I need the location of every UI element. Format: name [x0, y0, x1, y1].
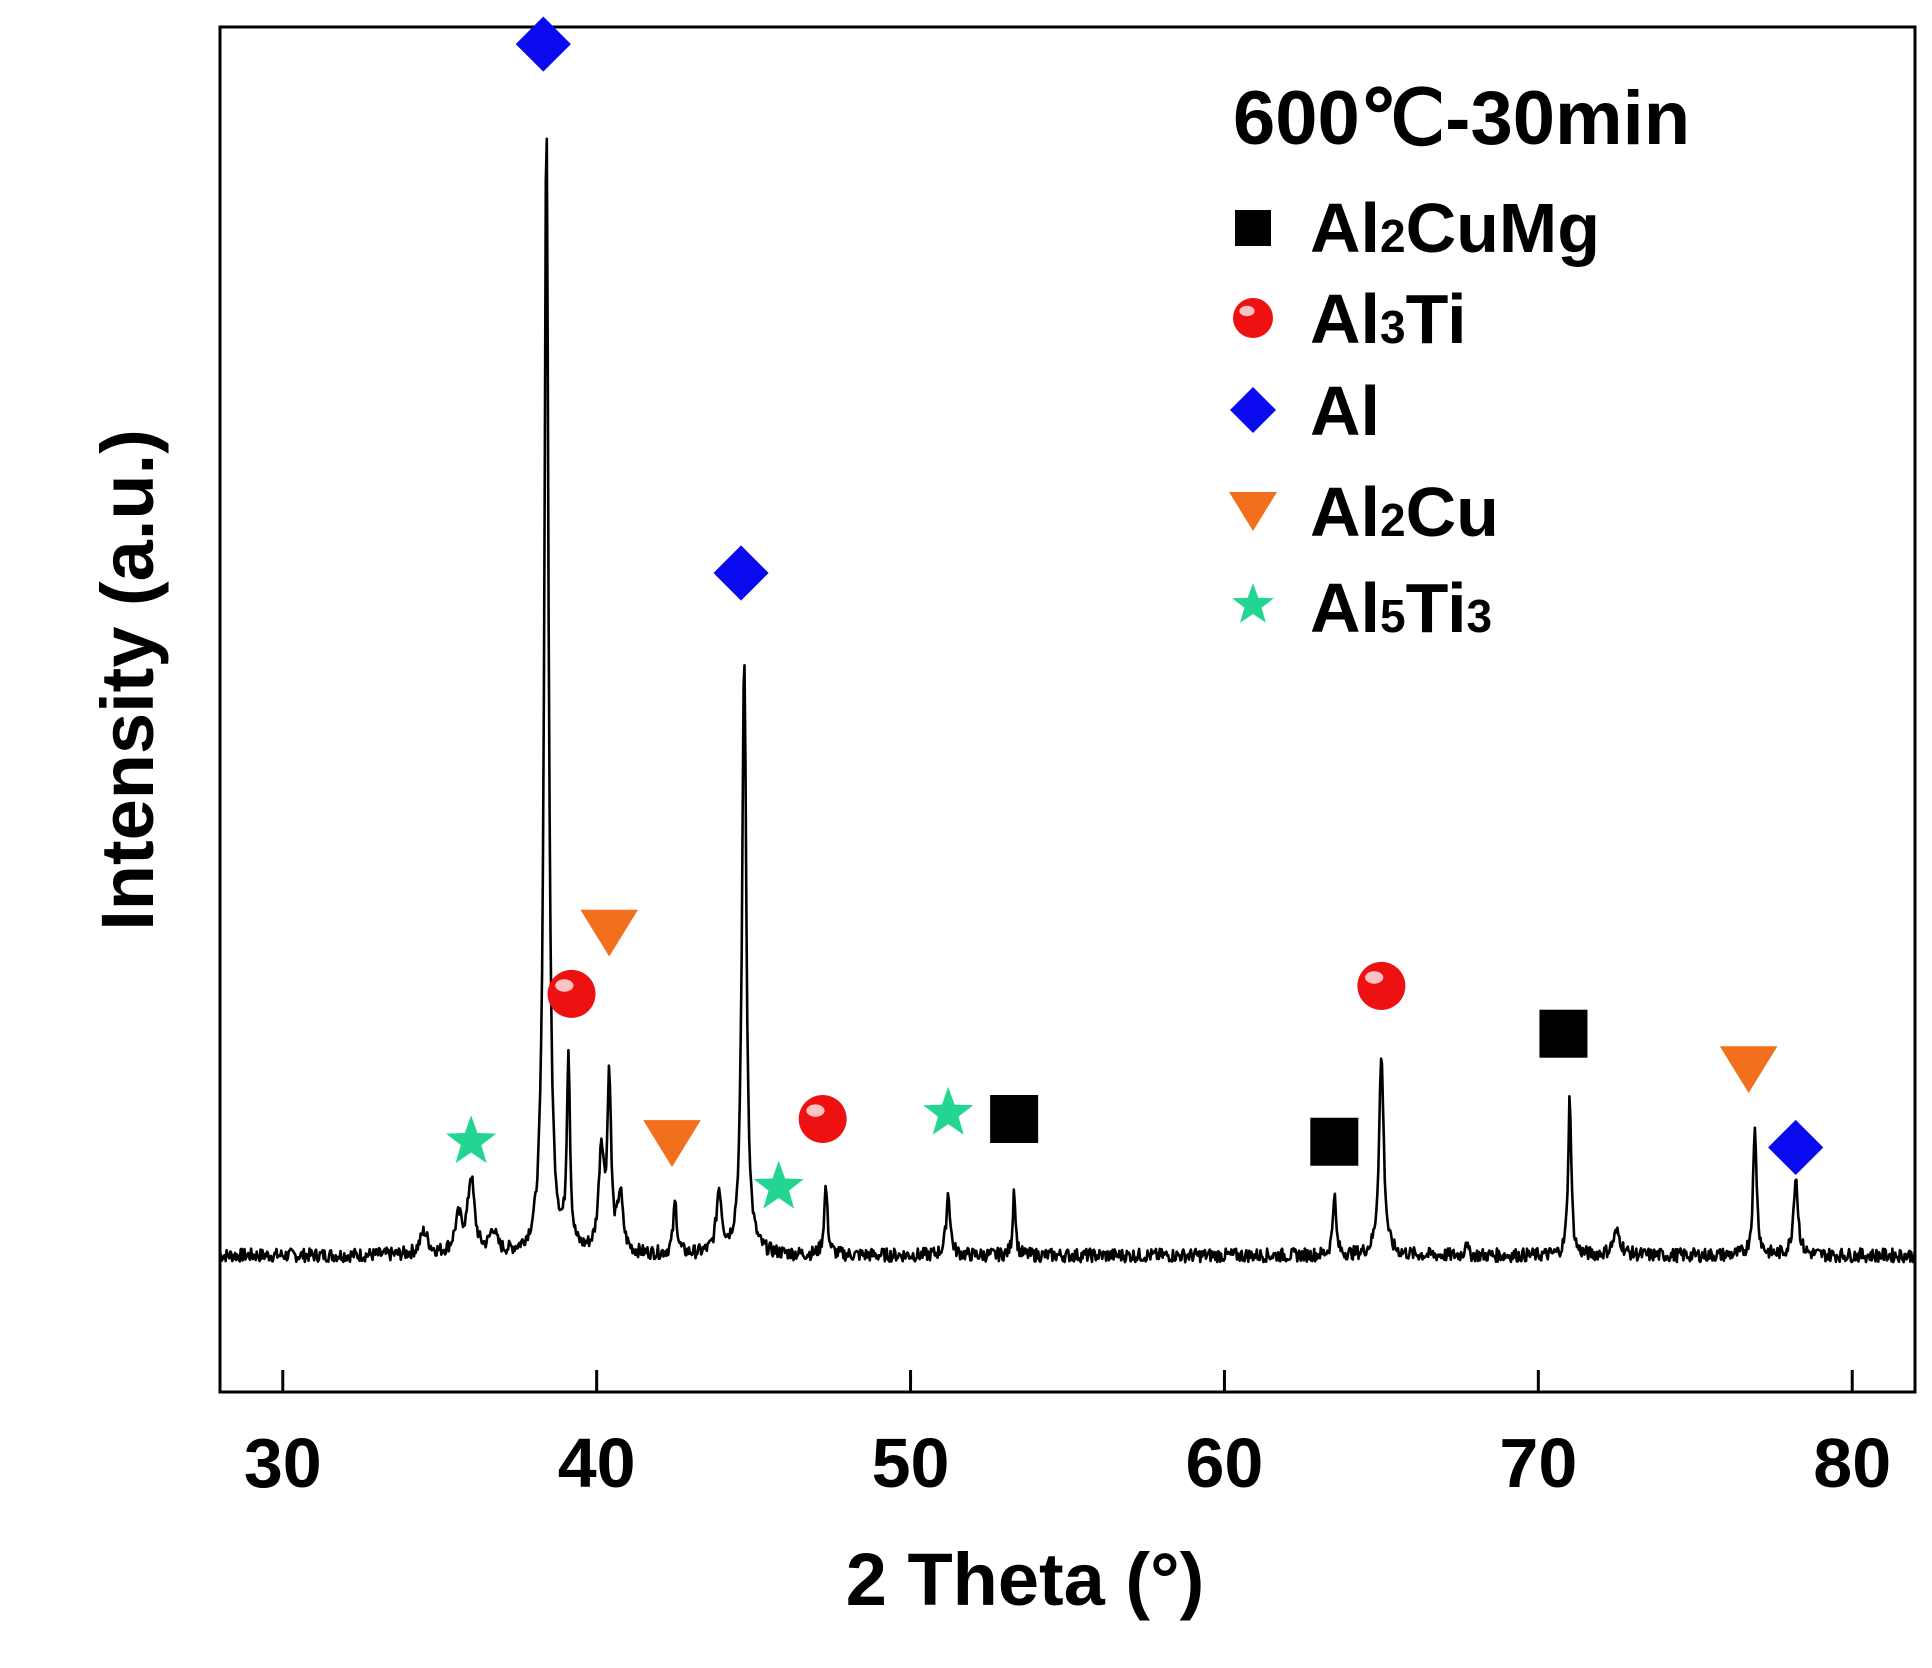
- x-axis-title: 2 Theta (°): [846, 1538, 1205, 1621]
- plot-frame: [218, 25, 1917, 1394]
- marker-diamond-1: [713, 545, 769, 601]
- legend-label-al: Al: [1310, 372, 1380, 450]
- legend-label-al5ti3: Al5Ti3: [1310, 569, 1492, 647]
- x-tick-labels: 30 40 50 60 70 80: [244, 1424, 1891, 1502]
- legend-marker-square: [1235, 210, 1271, 246]
- marker-star-12: [446, 1115, 497, 1164]
- marker-triangle-down-6: [580, 909, 639, 957]
- legend-title: 600℃-30min: [1233, 76, 1690, 161]
- legend-markers: [1229, 210, 1277, 623]
- marker-diamond-0: [515, 16, 571, 72]
- y-axis-title: Intensity (a.u.): [86, 429, 169, 931]
- legend-marker-triangle-down: [1229, 492, 1277, 531]
- legend-label-al2cu: Al2Cu: [1310, 473, 1499, 551]
- marker-star-14: [923, 1086, 974, 1135]
- xrd-trace: [219, 137, 1917, 1264]
- x-ticks: [281, 1370, 1854, 1392]
- x-tick-label-80: 80: [1813, 1424, 1891, 1502]
- marker-diamond-2: [1768, 1119, 1824, 1176]
- x-tick-label-70: 70: [1499, 1424, 1577, 1502]
- legend-marker-star: [1232, 583, 1274, 623]
- legend-label-al3ti: Al3Ti: [1310, 280, 1467, 358]
- marker-star-13: [753, 1160, 804, 1209]
- marker-square-10: [1310, 1117, 1359, 1166]
- marker-sphere-5: [1357, 961, 1406, 1010]
- legend-marker-diamond: [1230, 387, 1276, 433]
- x-tick-label-60: 60: [1186, 1424, 1264, 1502]
- x-tick-label-50: 50: [872, 1424, 950, 1502]
- x-tick-label-40: 40: [558, 1424, 636, 1502]
- marker-sphere-3: [547, 969, 596, 1018]
- legend: 600℃-30min Al2CuMg Al3Ti Al Al2Cu Al5Ti3: [1229, 76, 1690, 647]
- marker-sphere-4: [798, 1095, 847, 1143]
- marker-square-9: [990, 1095, 1039, 1143]
- marker-triangle-down-8: [1719, 1046, 1778, 1094]
- marker-triangle-down-7: [643, 1120, 701, 1167]
- legend-marker-sphere: [1233, 298, 1273, 338]
- x-tick-label-30: 30: [244, 1424, 322, 1502]
- marker-square-11: [1539, 1009, 1588, 1058]
- legend-label-al2cumg: Al2CuMg: [1310, 189, 1600, 267]
- phase-markers: [446, 16, 1824, 1209]
